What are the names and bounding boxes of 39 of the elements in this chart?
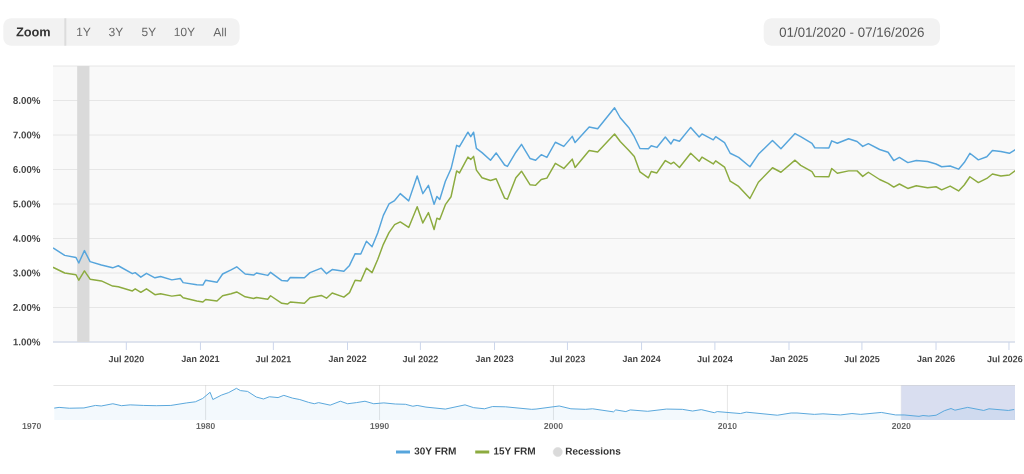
x-tick-label: Jul 2021 [255, 355, 291, 363]
y-tick-label: 8.00% [13, 97, 41, 104]
y-tick-label: 2.00% [13, 304, 41, 311]
text: 5Y [141, 27, 156, 37]
x-tick-label: Jul 2022 [402, 355, 438, 363]
x-tick-label: Jul 2024 [697, 355, 733, 363]
y-tick-label: 5.00% [13, 200, 41, 208]
x-tick-label: 1980 [196, 422, 215, 430]
x-tick-label: Jan 2023 [475, 355, 514, 363]
text: 3Y [109, 27, 123, 37]
text: 01/01/2020 - 07/16/2026 [779, 27, 924, 37]
line-series [53, 133, 1015, 305]
y-tick-label: 6.00% [13, 166, 41, 173]
x-tick-label: Jul 2026 [987, 355, 1023, 363]
x-tick-label: 1970 [22, 422, 41, 430]
x-tick-label: 2010 [718, 422, 737, 430]
text: All [213, 27, 226, 37]
x-tick-label: Jul 2025 [844, 355, 880, 363]
legend-label: 30Y FRM [414, 447, 456, 455]
x-tick-label: Jan 2024 [622, 355, 661, 362]
x-tick-label: Jan 2022 [328, 355, 367, 362]
x-tick-label: Jul 2023 [549, 355, 586, 363]
text: Zoom [16, 27, 50, 37]
x-tick-label: Jul 2020 [108, 355, 144, 363]
text: 1Y [77, 27, 91, 37]
y-tick-label: 1.00% [13, 338, 41, 346]
y-tick-label: 3.00% [13, 269, 41, 277]
text: 10Y [174, 27, 195, 37]
x-tick-label: Jan 2026 [917, 355, 955, 362]
x-tick-label: 2000 [544, 422, 563, 430]
line-series [53, 107, 1015, 286]
x-tick-label: Jan 2025 [769, 355, 808, 362]
x-tick-label: 2020 [891, 422, 911, 430]
y-tick-label: 4.00% [13, 235, 41, 242]
x-tick-label: Jan 2021 [181, 355, 220, 362]
x-tick-label: 1990 [370, 422, 389, 430]
legend-label: 15Y FRM [494, 447, 535, 455]
legend-label: Recessions [565, 447, 621, 455]
y-tick-label: 7.00% [13, 131, 41, 139]
